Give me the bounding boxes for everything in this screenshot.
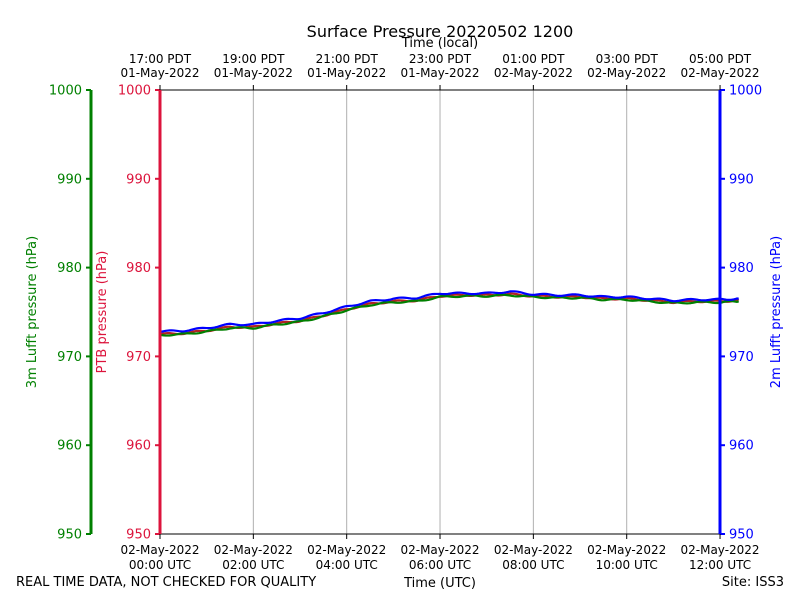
x-tick-label-top-date: 01-May-2022 xyxy=(307,66,386,80)
x-tick-label-top-time: 03:00 PDT xyxy=(596,52,659,66)
y-tick-label-ptb: 970 xyxy=(126,350,151,365)
y-axis-label-ptb: PTB pressure (hPa) xyxy=(95,251,110,374)
y-axis-label-lufft2m: 2m Lufft pressure (hPa) xyxy=(769,236,784,388)
x-tick-label-bottom-date: 02-May-2022 xyxy=(494,543,573,557)
series-2m-lufft-pressure xyxy=(159,290,739,334)
x-tick-label-bottom-time: 12:00 UTC xyxy=(689,558,751,572)
x-tick-label-top-time: 23:00 PDT xyxy=(409,52,472,66)
x-tick-label-bottom-time: 04:00 UTC xyxy=(316,558,378,572)
x-tick-label-bottom-date: 02-May-2022 xyxy=(120,543,199,557)
x-axis-label: Time (UTC) xyxy=(404,576,476,591)
y-tick-label-lufft2m: 980 xyxy=(729,261,754,276)
y-tick-label-ptb: 950 xyxy=(126,528,151,543)
y-tick-label-lufft2m: 970 xyxy=(729,350,754,365)
y-tick-label-ptb: 1000 xyxy=(118,84,151,99)
y-tick-label-lufft3m: 1000 xyxy=(49,84,82,99)
x-tick-label-bottom-time: 10:00 UTC xyxy=(596,558,658,572)
axis-labels: 950 960 970 980 990 1000 3m Lufft pressure (hP… xyxy=(25,22,784,572)
grid-lines xyxy=(252,90,721,534)
top-axis-label: Time (local) xyxy=(401,36,478,51)
x-tick-label-bottom-time: 08:00 UTC xyxy=(502,558,564,572)
y-tick-label-lufft2m: 1000 xyxy=(729,84,762,99)
y-tick-label-lufft3m: 990 xyxy=(57,172,82,187)
x-tick-label-top-time: 05:00 PDT xyxy=(689,52,752,66)
y-tick-label-lufft3m: 980 xyxy=(57,261,82,276)
x-tick-label-top-date: 02-May-2022 xyxy=(494,66,573,80)
series-lines xyxy=(159,290,740,337)
y-tick-label-lufft3m: 960 xyxy=(57,439,82,454)
axes xyxy=(86,85,725,539)
chart-title: Surface Pressure 20220502 1200 xyxy=(307,22,574,41)
x-tick-label-top-time: 19:00 PDT xyxy=(222,52,285,66)
x-tick-label-bottom-date: 02-May-2022 xyxy=(307,543,386,557)
x-tick-label-top-date: 02-May-2022 xyxy=(587,66,666,80)
x-tick-label-top-date: 01-May-2022 xyxy=(214,66,293,80)
x-tick-label-bottom-time: 02:00 UTC xyxy=(222,558,284,572)
x-tick-label-bottom-date: 02-May-2022 xyxy=(587,543,666,557)
series-3m-lufft-pressure xyxy=(159,293,740,337)
x-tick-label-bottom-date: 02-May-2022 xyxy=(214,543,293,557)
quality-disclaimer: REAL TIME DATA, NOT CHECKED FOR QUALITY xyxy=(16,575,317,590)
y-tick-label-lufft3m: 950 xyxy=(57,528,82,543)
x-tick-label-bottom-date: 02-May-2022 xyxy=(400,543,479,557)
y-tick-label-ptb: 980 xyxy=(126,261,151,276)
x-tick-label-top-date: 01-May-2022 xyxy=(120,66,199,80)
site-label: Site: ISS3 xyxy=(721,575,784,590)
x-tick-label-top-date: 01-May-2022 xyxy=(400,66,479,80)
y-tick-label-ptb: 990 xyxy=(126,172,151,187)
y-tick-label-lufft2m: 960 xyxy=(729,439,754,454)
y-tick-label-lufft2m: 950 xyxy=(729,528,754,543)
x-tick-label-bottom-date: 02-May-2022 xyxy=(681,543,760,557)
y-tick-label-lufft2m: 990 xyxy=(729,172,754,187)
x-tick-label-top-time: 21:00 PDT xyxy=(316,52,379,66)
x-tick-label-top-time: 01:00 PDT xyxy=(502,52,565,66)
x-tick-label-top-date: 02-May-2022 xyxy=(681,66,760,80)
x-tick-label-bottom-time: 06:00 UTC xyxy=(409,558,471,572)
x-tick-label-bottom-time: 00:00 UTC xyxy=(129,558,191,572)
y-tick-label-ptb: 960 xyxy=(126,439,151,454)
y-tick-label-lufft3m: 970 xyxy=(57,350,82,365)
y-axis-label-lufft3m: 3m Lufft pressure (hPa) xyxy=(25,236,40,388)
x-tick-label-top-time: 17:00 PDT xyxy=(129,52,192,66)
